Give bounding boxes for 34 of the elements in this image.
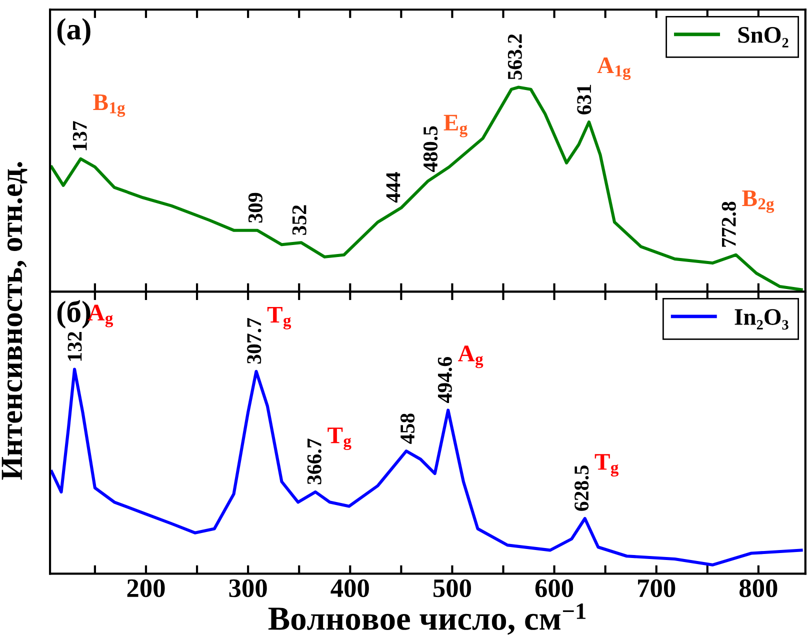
x-tick-label: 400 [330, 579, 369, 598]
legend-label: SnO₂ [738, 27, 788, 48]
x-tick-label: 500 [433, 579, 471, 598]
annotation: 628.5 [574, 465, 589, 511]
x-tick-label: 600 [535, 579, 574, 598]
x-tick-label: 800 [740, 579, 778, 598]
annotation: 631 [577, 84, 592, 114]
annotation: T$_{g}$ [594, 454, 619, 477]
annotation: 132 [68, 332, 82, 361]
annotation: 458 [400, 414, 415, 444]
annotation: B$_{2g}$ [742, 190, 774, 213]
x-tick-label: 300 [229, 579, 267, 598]
x-tick-label: 200 [127, 579, 165, 598]
x-axis-title: Волновое число, см$^{−1}$ [268, 604, 586, 635]
annotation: 366.7 [307, 438, 322, 484]
annotation: T$_{g}$ [328, 428, 352, 450]
annotation: 444 [386, 172, 400, 203]
annotation: B$_{1g}$ [93, 94, 126, 117]
annotation: 307.7 [247, 318, 262, 364]
legend-label: In₂O₃ [734, 309, 788, 330]
annotation: 137 [72, 121, 87, 150]
annotation: 563.2 [508, 34, 522, 80]
annotation: 494.6 [438, 356, 452, 403]
annotation: E$_{g}$ [444, 114, 468, 138]
annotation: 772.8 [722, 202, 736, 247]
annotation: A$_{1g}$ [597, 57, 631, 80]
annotation: T$_{g}$ [267, 307, 292, 330]
annotation: A$_{g}$ [458, 346, 484, 368]
chart-title: (a) [57, 18, 90, 46]
annotation: 480.5 [423, 126, 438, 172]
annotation: 352 [292, 205, 306, 235]
y-axis-title: Интенсивность, отн.ед. [2, 162, 28, 480]
annotation: 309 [248, 192, 262, 223]
x-tick-label: 700 [638, 579, 676, 598]
